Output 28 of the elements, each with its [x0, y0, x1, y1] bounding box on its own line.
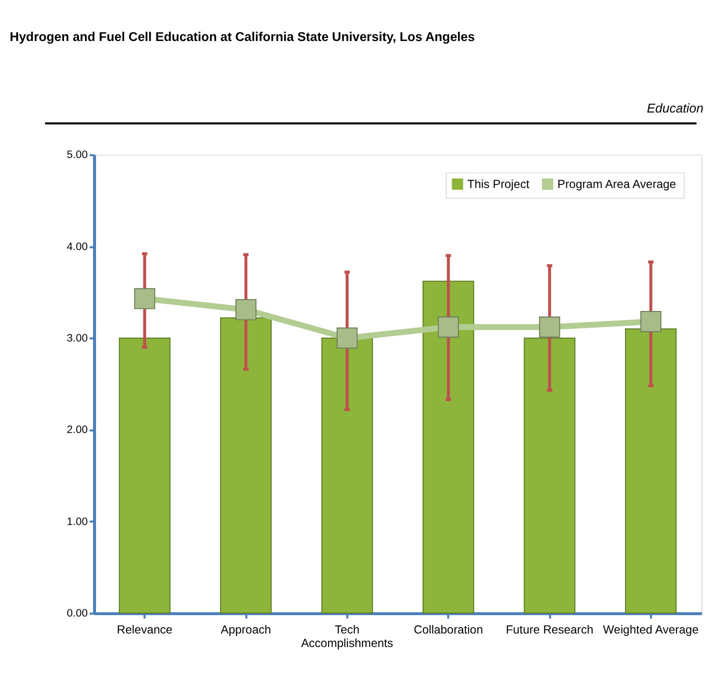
- bar: [321, 338, 373, 614]
- x-tick-label: Future Research: [506, 623, 594, 636]
- bar: [220, 317, 272, 614]
- point: [438, 316, 459, 338]
- bar: [118, 338, 170, 614]
- point: [640, 311, 662, 332]
- y-tick-label: 1.00: [66, 516, 88, 528]
- y-tick-label: 2.00: [66, 424, 88, 436]
- bar: [422, 280, 474, 614]
- y-tick-label: 5.00: [66, 149, 88, 162]
- legend-label: Program Area Average: [557, 178, 677, 191]
- x-tick-label: Approach: [220, 623, 272, 636]
- legend-label: This Project: [467, 178, 530, 191]
- point: [539, 316, 560, 338]
- chart-title: Hydrogen and Fuel Cell Education at California State University, Los Angeles: [10, 29, 475, 44]
- x-tick-label: Collaboration: [414, 623, 483, 636]
- point: [235, 299, 256, 320]
- chart-subtitle: Education: [646, 100, 704, 116]
- point: [134, 288, 156, 310]
- bar: [524, 338, 576, 614]
- x-tick-label: Tech Accomplishments: [301, 623, 394, 650]
- x-tick-label: Relevance: [116, 623, 173, 636]
- y-tick-label: 4.00: [66, 240, 88, 253]
- bar: [625, 328, 677, 614]
- point: [336, 328, 358, 349]
- x-tick-label: Weighted Average: [603, 623, 700, 636]
- y-tick-label: 0.00: [66, 608, 88, 620]
- y-tick-label: 3.00: [66, 332, 88, 345]
